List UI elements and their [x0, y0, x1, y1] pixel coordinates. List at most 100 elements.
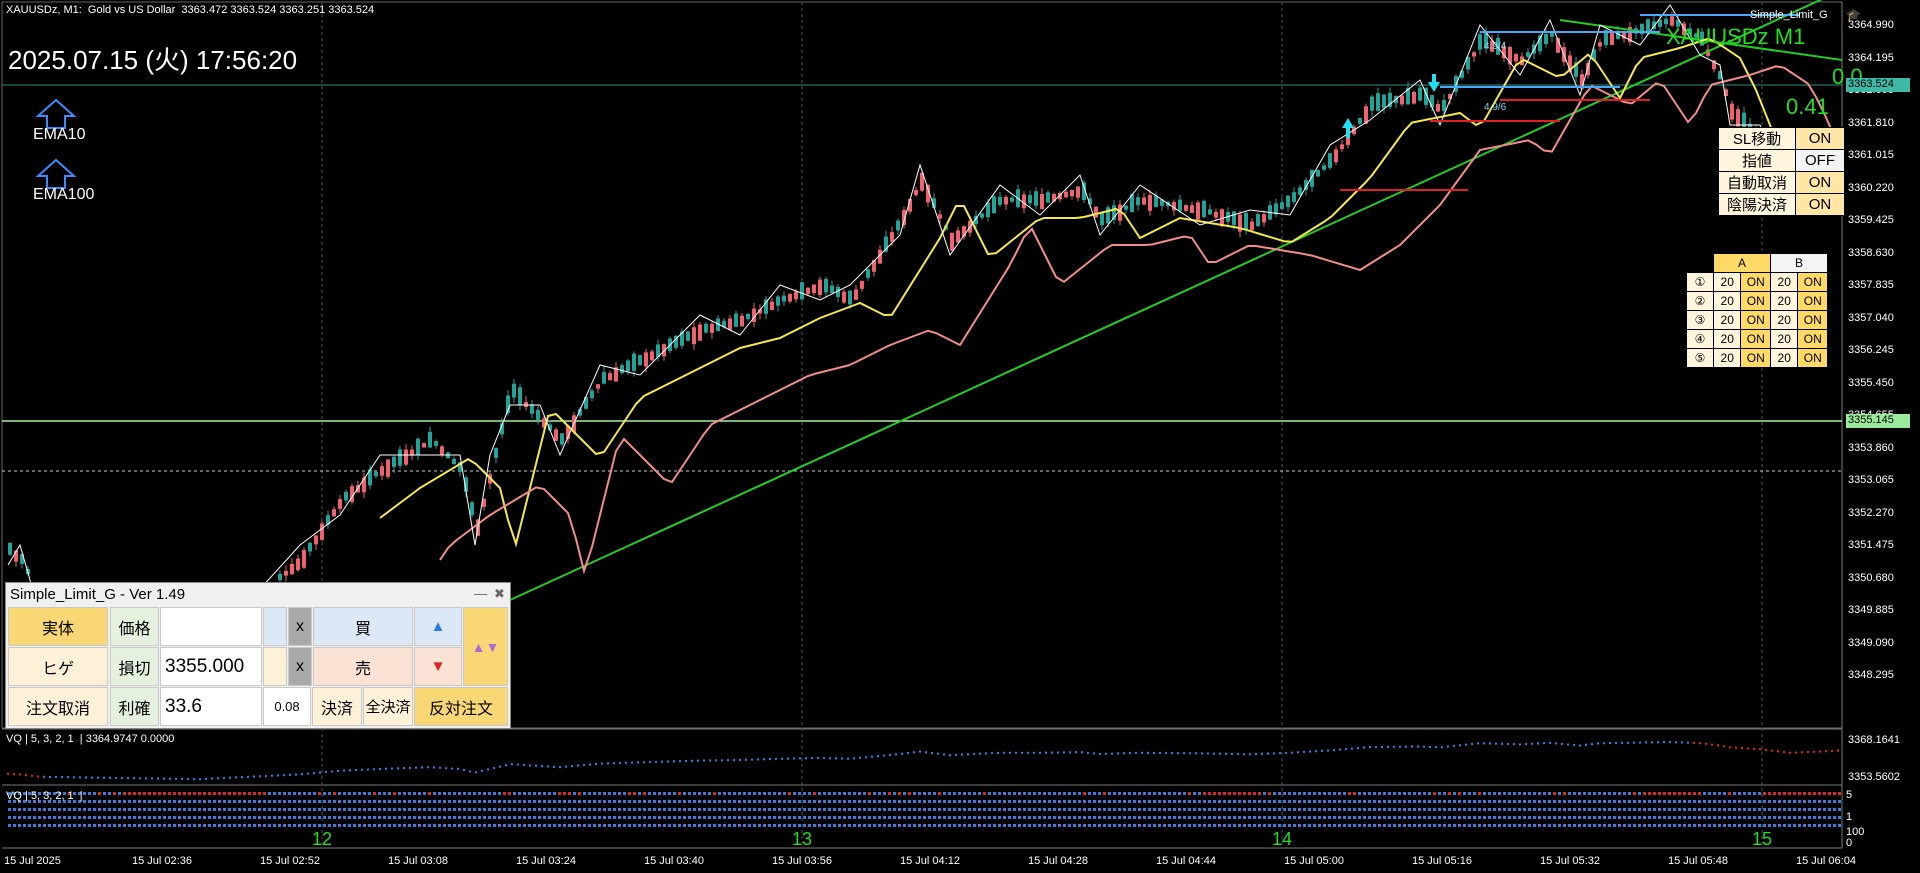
- candle-body: [908, 198, 912, 212]
- candle-body: [338, 499, 342, 509]
- vq-block: [873, 792, 876, 795]
- vq-block: [1573, 808, 1576, 811]
- sell-button[interactable]: 売: [313, 647, 413, 686]
- vq-block: [903, 792, 906, 795]
- b-value[interactable]: 20: [1769, 348, 1799, 368]
- buy-button[interactable]: 買: [313, 607, 413, 646]
- vq-block: [1338, 800, 1341, 803]
- column-a-header[interactable]: A: [1713, 253, 1771, 273]
- a-value[interactable]: 20: [1712, 272, 1742, 292]
- vq-block: [1698, 808, 1701, 811]
- option-toggle-sl[interactable]: ON: [1795, 127, 1845, 150]
- a-toggle[interactable]: ON: [1740, 310, 1771, 330]
- vq-block: [513, 808, 516, 811]
- price-tick: 3356.245: [1848, 344, 1894, 356]
- candle-body: [980, 213, 984, 218]
- vq-block: [858, 824, 861, 827]
- a-value[interactable]: 20: [1712, 329, 1742, 349]
- down-arrow-icon[interactable]: ▼: [414, 647, 462, 686]
- price-input[interactable]: [160, 607, 262, 646]
- vq-block: [778, 824, 781, 827]
- cancel-order-button[interactable]: 注文取消: [8, 687, 108, 726]
- b-toggle[interactable]: ON: [1797, 272, 1828, 292]
- stoploss-input[interactable]: 3355.000: [160, 647, 262, 686]
- vq-block: [638, 824, 641, 827]
- vq-block: [1343, 808, 1346, 811]
- panel-titlebar[interactable]: Simple_Limit_G - Ver 1.49 — ✖: [6, 583, 510, 605]
- clear-price-button[interactable]: x: [288, 607, 312, 646]
- vq-block: [23, 808, 26, 811]
- b-value[interactable]: 20: [1769, 272, 1799, 292]
- vq-block: [1263, 824, 1266, 827]
- option-toggle-candle-close[interactable]: ON: [1795, 193, 1845, 216]
- vq-block: [1718, 824, 1721, 827]
- vq-block: [1648, 800, 1651, 803]
- a-value[interactable]: 20: [1712, 291, 1742, 311]
- vq-block: [8, 808, 11, 811]
- a-value[interactable]: 20: [1712, 310, 1742, 330]
- a-toggle[interactable]: ON: [1740, 272, 1771, 292]
- vq-block: [1148, 808, 1151, 811]
- vq-block: [1438, 800, 1441, 803]
- vq-block: [518, 800, 521, 803]
- takeprofit-input[interactable]: 33.6: [160, 687, 262, 726]
- close-all-button[interactable]: 全決済: [363, 687, 413, 726]
- body-button[interactable]: 実体: [8, 607, 108, 646]
- vq-block: [973, 792, 976, 795]
- a-value[interactable]: 20: [1712, 348, 1742, 368]
- wick-button[interactable]: ヒゲ: [8, 647, 108, 686]
- vq-block: [1508, 792, 1511, 795]
- candle-body: [1484, 32, 1488, 49]
- vq-block: [63, 824, 66, 827]
- vq-block: [1683, 824, 1686, 827]
- vq-block: [663, 800, 666, 803]
- b-value[interactable]: 20: [1769, 329, 1799, 349]
- vq-block: [493, 824, 496, 827]
- column-b-header[interactable]: B: [1770, 253, 1828, 273]
- vq-block: [328, 792, 331, 795]
- vq-block: [1193, 800, 1196, 803]
- option-toggle-limit[interactable]: OFF: [1795, 149, 1845, 172]
- vq-block: [718, 792, 721, 795]
- minimize-icon[interactable]: —: [474, 586, 487, 601]
- close-position-button[interactable]: 決済: [312, 687, 362, 726]
- vq-block: [1388, 816, 1391, 819]
- b-value[interactable]: 20: [1769, 310, 1799, 330]
- clear-sl-button[interactable]: x: [288, 647, 312, 686]
- vq-block: [1363, 816, 1366, 819]
- vq-block: [1218, 808, 1221, 811]
- b-toggle[interactable]: ON: [1797, 348, 1828, 368]
- vq-block: [1128, 800, 1131, 803]
- vq-block: [613, 824, 616, 827]
- vq-dot: [1008, 751, 1012, 754]
- vq-block: [1548, 792, 1551, 795]
- vq-block: [278, 824, 281, 827]
- vq-block: [1778, 792, 1781, 795]
- vq-block: [1038, 816, 1041, 819]
- lot-input[interactable]: 0.08: [263, 687, 311, 726]
- vq-block: [898, 824, 901, 827]
- vq-dot: [252, 775, 256, 778]
- vq-block: [428, 800, 431, 803]
- vq-block: [1203, 792, 1206, 795]
- b-value[interactable]: 20: [1769, 291, 1799, 311]
- option-toggle-autocancel[interactable]: ON: [1795, 171, 1845, 194]
- a-toggle[interactable]: ON: [1740, 348, 1771, 368]
- b-toggle[interactable]: ON: [1797, 329, 1828, 349]
- reverse-order-button[interactable]: 反対注文: [414, 687, 508, 726]
- vq-block: [193, 816, 196, 819]
- vq-block: [1663, 816, 1666, 819]
- vq-dot: [1356, 746, 1360, 750]
- close-icon[interactable]: ✖: [494, 586, 505, 601]
- a-toggle[interactable]: ON: [1740, 291, 1771, 311]
- a-toggle[interactable]: ON: [1740, 329, 1771, 349]
- b-toggle[interactable]: ON: [1797, 310, 1828, 330]
- b-toggle[interactable]: ON: [1797, 291, 1828, 311]
- vq-block: [68, 808, 71, 811]
- vq-dot: [1020, 751, 1024, 754]
- up-arrow-icon[interactable]: ▲: [414, 607, 462, 646]
- vq-block: [283, 800, 286, 803]
- vq-block: [1643, 824, 1646, 827]
- updown-arrows-icon[interactable]: ▲▼: [463, 607, 508, 686]
